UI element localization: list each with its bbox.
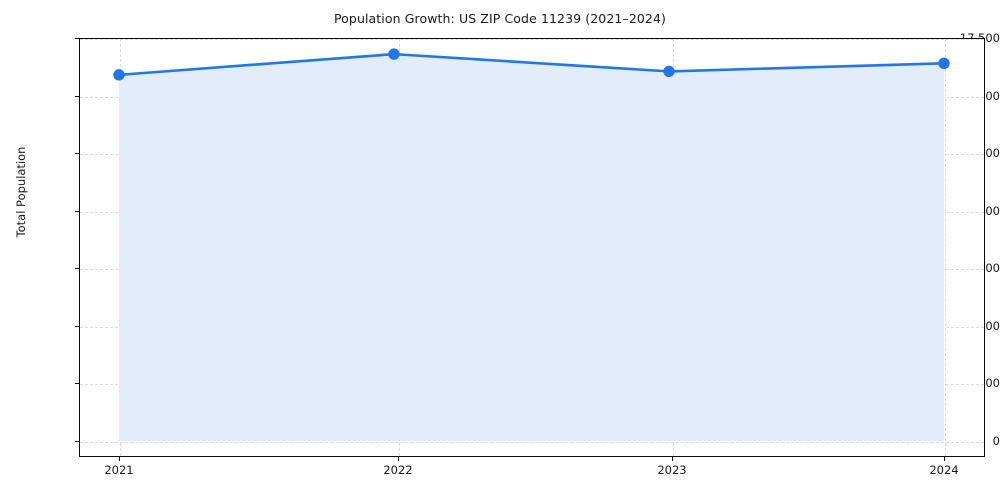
x-tick-label-2022: 2022 [383, 463, 413, 477]
gridline-y-2500 [80, 384, 984, 386]
gridline-x-2023 [673, 39, 674, 456]
chart-title: Population Growth: US ZIP Code 11239 (20… [333, 11, 667, 26]
y-axis-label: Total Population [14, 146, 28, 238]
y-tick-mark-7500 [75, 268, 79, 270]
y-tick-mark-10000 [75, 210, 79, 212]
y-tick-mark-12500 [75, 153, 79, 155]
gridline-y-17500 [80, 39, 984, 40]
gridline-y-7500 [80, 269, 984, 271]
x-tick-mark-2022 [398, 457, 399, 461]
x-tick-label-2021: 2021 [104, 463, 134, 477]
y-tick-mark-2500 [75, 383, 79, 385]
x-tick-label-2023: 2023 [657, 463, 687, 477]
y-tick-mark-17500 [75, 38, 79, 39]
y-tick-mark-0 [75, 441, 79, 442]
plot-area [79, 38, 985, 457]
gridline-x-2021 [120, 39, 121, 456]
gridline-y-0 [80, 442, 984, 443]
gridline-y-15000 [80, 96, 984, 98]
gridline-x-2022 [399, 39, 400, 456]
y-tick-mark-5000 [75, 325, 79, 327]
gridline-x-2024 [945, 39, 946, 456]
y-tick-mark-15000 [75, 95, 79, 97]
x-tick-label-2024: 2024 [929, 463, 959, 477]
x-tick-mark-2024 [944, 457, 945, 461]
x-tick-mark-2023 [672, 457, 673, 461]
gridline-y-10000 [80, 211, 984, 213]
y-tick-label-0: 0 [992, 434, 1000, 448]
gridline-y-12500 [80, 154, 984, 156]
gridline-y-5000 [80, 326, 984, 328]
x-tick-mark-2021 [119, 457, 120, 461]
